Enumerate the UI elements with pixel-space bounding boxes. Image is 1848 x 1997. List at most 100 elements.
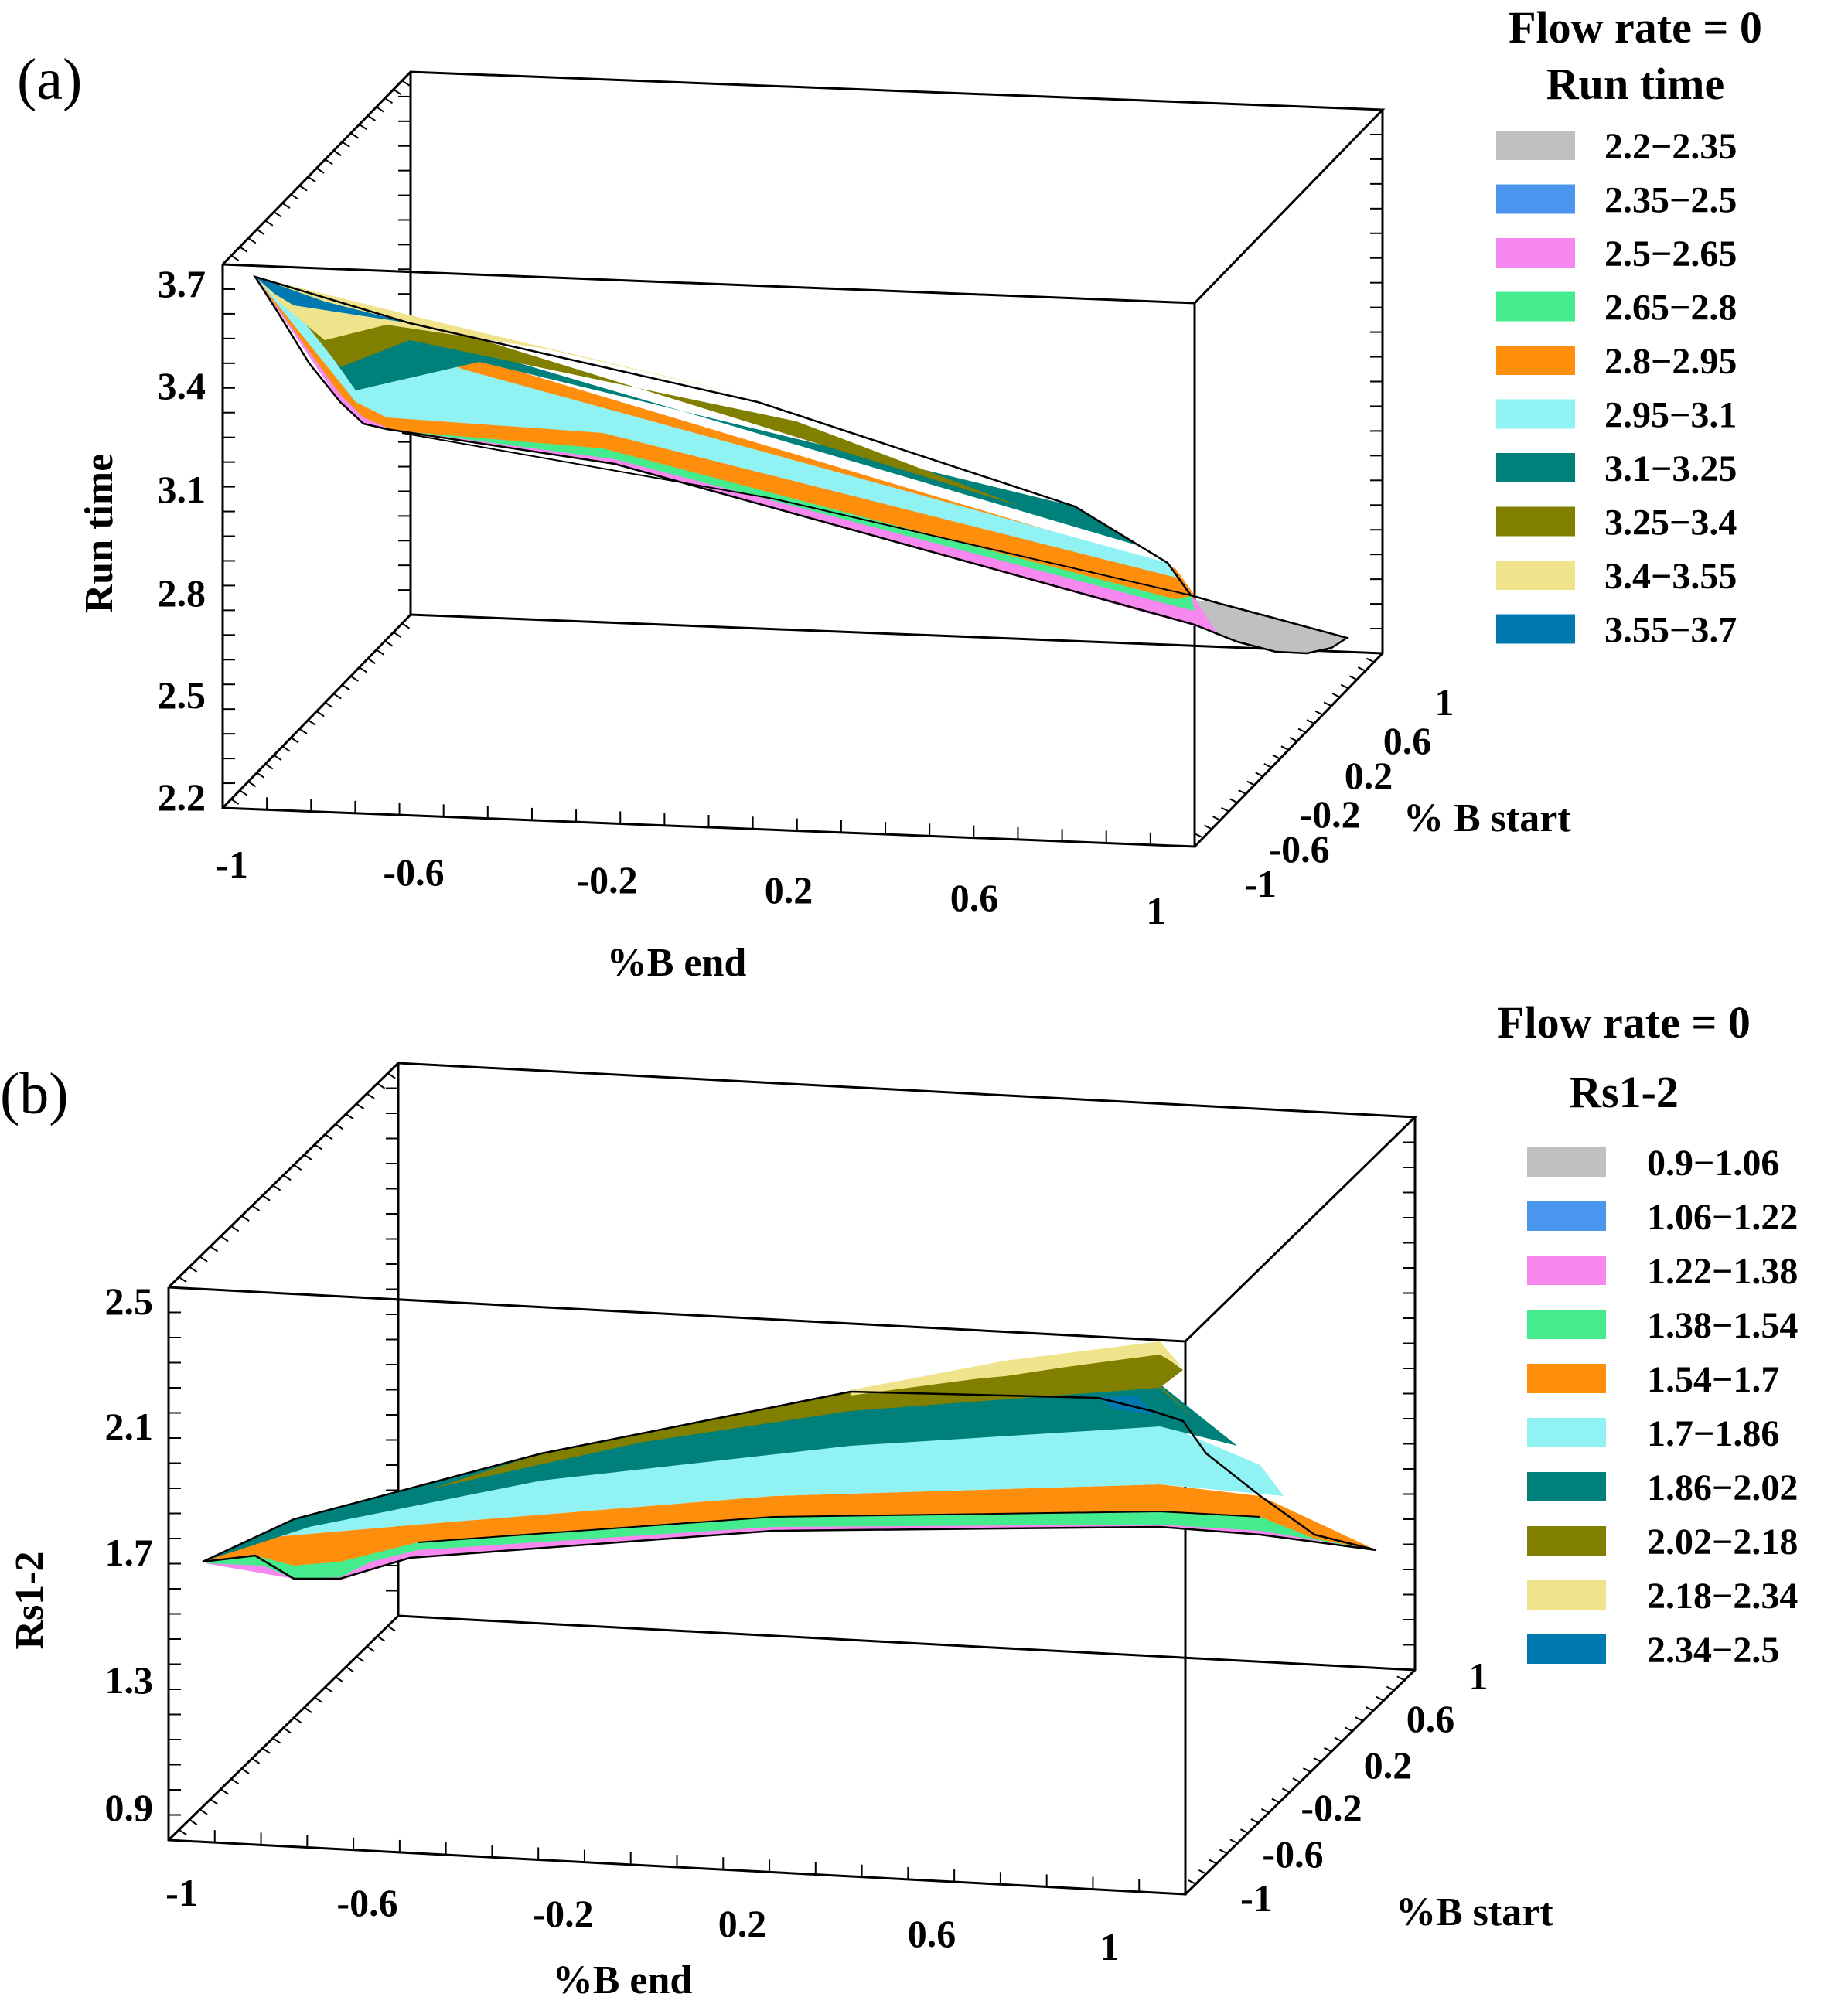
panel-b-legend-label: 1.86−2.02 xyxy=(1647,1467,1798,1508)
panel-b-minor-tick xyxy=(1365,1706,1374,1712)
panel-a-minor-tick xyxy=(230,254,240,261)
panel-b-legend-swatch xyxy=(1527,1256,1606,1285)
panel-a-minor-tick xyxy=(264,220,274,227)
panel-a-minor-tick xyxy=(393,631,402,638)
panel-b-minor-tick xyxy=(1209,1859,1217,1865)
panel-a-legend-label: 2.35−2.5 xyxy=(1604,180,1737,221)
panel-a-minor-tick xyxy=(247,781,257,788)
panel-a-minor-tick xyxy=(1314,710,1324,716)
panel-b-minor-tick xyxy=(335,1123,344,1130)
panel-b-minor-tick xyxy=(1396,1675,1405,1682)
panel-a-minor-tick xyxy=(247,237,257,244)
panel-b-y-tick: 0.6 xyxy=(1406,1697,1455,1740)
panel-b-minor-tick xyxy=(1250,1818,1259,1824)
panel-b-minor-tick xyxy=(314,1696,323,1703)
panel-b-band-1.7 xyxy=(203,1423,1284,1562)
panel-a-minor-tick xyxy=(1340,683,1349,690)
panel-b-minor-tick xyxy=(324,1686,333,1693)
panel-a-y-tick: -0.6 xyxy=(1268,827,1329,871)
panel-b-x-tick: 0.6 xyxy=(908,1912,956,1955)
panel-b-label: (b) xyxy=(0,1062,69,1126)
panel-a-minor-tick xyxy=(290,737,299,744)
panel-b-minor-tick xyxy=(1323,1747,1332,1753)
panel-a-x-tick: 1 xyxy=(1147,889,1166,932)
panel-b-legend-swatch xyxy=(1527,1310,1606,1339)
panel-a-legend-label: 2.8−2.95 xyxy=(1604,341,1737,382)
panel-a-minor-tick xyxy=(401,622,411,629)
panel-a-minor-tick xyxy=(359,124,367,131)
panel-a-minor-tick xyxy=(350,675,359,682)
panel-a-minor-tick xyxy=(376,649,384,656)
panel-b-minor-tick xyxy=(1260,1808,1270,1814)
panel-b-minor-tick xyxy=(272,1184,281,1191)
panel-a-z-ticks: 3.7 3.4 3.1 2.8 2.5 2.2 xyxy=(158,262,206,819)
panel-a-minor-tick xyxy=(367,114,376,121)
panel-b-minor-tick xyxy=(387,1072,396,1079)
panel-a-minor-ticks xyxy=(223,80,1383,845)
panel-b-minor-tick xyxy=(366,1092,375,1099)
panel-b-legend-title: Rs1-2 xyxy=(1569,1067,1679,1117)
panel-a-z-tick: 3.4 xyxy=(158,364,206,407)
panel-a-minor-tick xyxy=(307,719,316,726)
panel-a-label: (a) xyxy=(17,47,82,112)
panel-a-legend-swatch xyxy=(1496,453,1575,482)
panel-b-minor-tick xyxy=(1355,1716,1363,1722)
panel-b-y-tick: 0.2 xyxy=(1364,1743,1413,1787)
panel-a-minor-tick xyxy=(1204,824,1212,830)
panel-b-z-axis-title: Rs1-2 xyxy=(8,1551,52,1649)
panel-b: (b) 2.5 2.1 1.7 1.3 xyxy=(0,997,1798,1997)
panel-a-x-tick: -0.6 xyxy=(383,850,444,894)
panel-a-legend-swatch xyxy=(1496,131,1575,160)
panel-b-minor-tick xyxy=(1281,1787,1291,1794)
panel-a-z-tick: 2.2 xyxy=(158,775,206,819)
panel-b-x-tick: 0.2 xyxy=(718,1902,767,1945)
panel-a-minor-tick xyxy=(324,701,333,708)
panel-a-minor-tick xyxy=(1366,657,1375,663)
panel-b-minor-tick xyxy=(1292,1777,1301,1783)
panel-a-minor-tick xyxy=(298,728,308,734)
panel-b-minor-tick xyxy=(282,1174,292,1181)
panel-a-surface xyxy=(253,274,1350,655)
panel-b-minor-tick xyxy=(240,1215,250,1222)
panel-a-minor-tick xyxy=(1263,763,1272,768)
panel-b-minor-tick xyxy=(251,1205,261,1211)
panel-a-minor-tick xyxy=(230,798,240,805)
panel-b-band-2.18b xyxy=(851,1341,1183,1390)
panel-b-minor-tick xyxy=(1313,1757,1321,1763)
panel-b-y-tick: 1 xyxy=(1469,1655,1488,1698)
panel-b-title: Flow rate = 0 xyxy=(1497,997,1751,1048)
panel-b-minor-tick xyxy=(1188,1879,1196,1885)
panel-b-minor-tick xyxy=(189,1266,198,1273)
panel-a-z-tick: 3.7 xyxy=(158,262,206,305)
panel-a-legend-swatch xyxy=(1496,291,1575,322)
panel-a-legend-label: 2.65−2.8 xyxy=(1604,288,1737,329)
panel-a-y-tick: -1 xyxy=(1244,862,1277,905)
panel-b-band-1.86 xyxy=(203,1384,1237,1562)
panel-b-minor-tick xyxy=(345,1666,354,1673)
panel-a-surface-outline xyxy=(253,274,1350,655)
panel-b-minor-tick xyxy=(356,1655,365,1662)
panel-b-minor-tick xyxy=(199,1808,208,1815)
panel-a-minor-tick xyxy=(273,211,282,218)
panel-b-minor-tick xyxy=(1271,1798,1280,1804)
panel-b-y-tick: -0.2 xyxy=(1301,1786,1362,1829)
panel-b-y-tick: -0.6 xyxy=(1262,1832,1323,1876)
panel-b-band-1.54 xyxy=(203,1484,1376,1566)
panel-b-minor-tick xyxy=(282,1727,292,1734)
panel-a-minor-tick xyxy=(256,228,265,235)
panel-b-z-tick: 1.3 xyxy=(105,1658,154,1702)
panel-b-legend-label: 1.22−1.38 xyxy=(1647,1251,1798,1292)
panel-a-minor-tick xyxy=(1221,806,1229,813)
panel-a-minor-tick xyxy=(298,185,308,192)
panel-b-y-axis-title: %B start xyxy=(1396,1890,1553,1934)
panel-b-minor-tick xyxy=(1334,1736,1342,1743)
panel-a-minor-tick xyxy=(256,772,265,779)
panel-a-minor-tick xyxy=(315,711,325,717)
panel-a-y-tick: 1 xyxy=(1435,680,1454,724)
panel-b-x-tick: -1 xyxy=(165,1871,198,1914)
panel-b-contour-line xyxy=(417,1510,1261,1543)
panel-a-legend-label: 2.5−2.65 xyxy=(1604,233,1737,274)
panel-a-minor-tick xyxy=(384,97,394,104)
panel-b-legend-swatch xyxy=(1527,1364,1606,1393)
panel-b-z-ticks: 2.5 2.1 1.7 1.3 0.9 xyxy=(105,1280,154,1829)
